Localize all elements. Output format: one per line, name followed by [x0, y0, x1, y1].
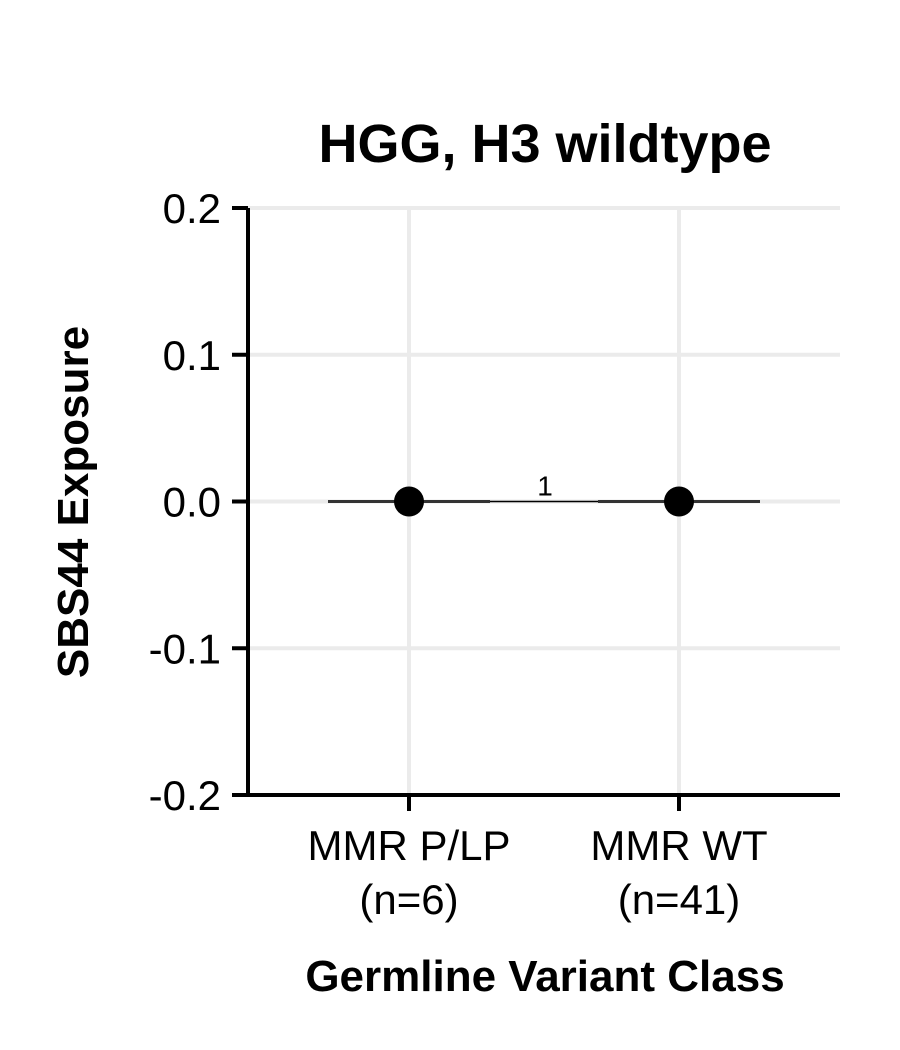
chart-title: HGG, H3 wildtype: [318, 114, 771, 174]
y-tick-label-4: -0.2: [149, 772, 221, 819]
y-tick-label-3: -0.1: [149, 625, 221, 672]
data-layer: 1: [328, 471, 760, 517]
data-point-1: [664, 486, 694, 517]
y-axis-title: SBS44 Exposure: [49, 326, 98, 678]
y-tick-label-0: 0.2: [163, 185, 221, 232]
tick-labels: 0.2 0.1 0.0 -0.1 -0.2 MMR P/LP (n=6) MMR WT (n=4…: [149, 185, 768, 923]
y-tick-label-2: 0.0: [163, 479, 221, 526]
y-tick-label-1: 0.1: [163, 332, 221, 379]
data-point-0: [394, 486, 424, 517]
p-value-annotation: 1: [537, 471, 553, 502]
x-tick-label-0-line2: (n=6): [359, 876, 458, 923]
x-tick-label-0-line1: MMR P/LP: [307, 822, 510, 869]
x-tick-label-1-line1: MMR WT: [590, 822, 767, 869]
axes: [232, 206, 840, 811]
x-axis-title: Germline Variant Class: [305, 952, 784, 1001]
x-tick-label-1-line2: (n=41): [618, 876, 741, 923]
